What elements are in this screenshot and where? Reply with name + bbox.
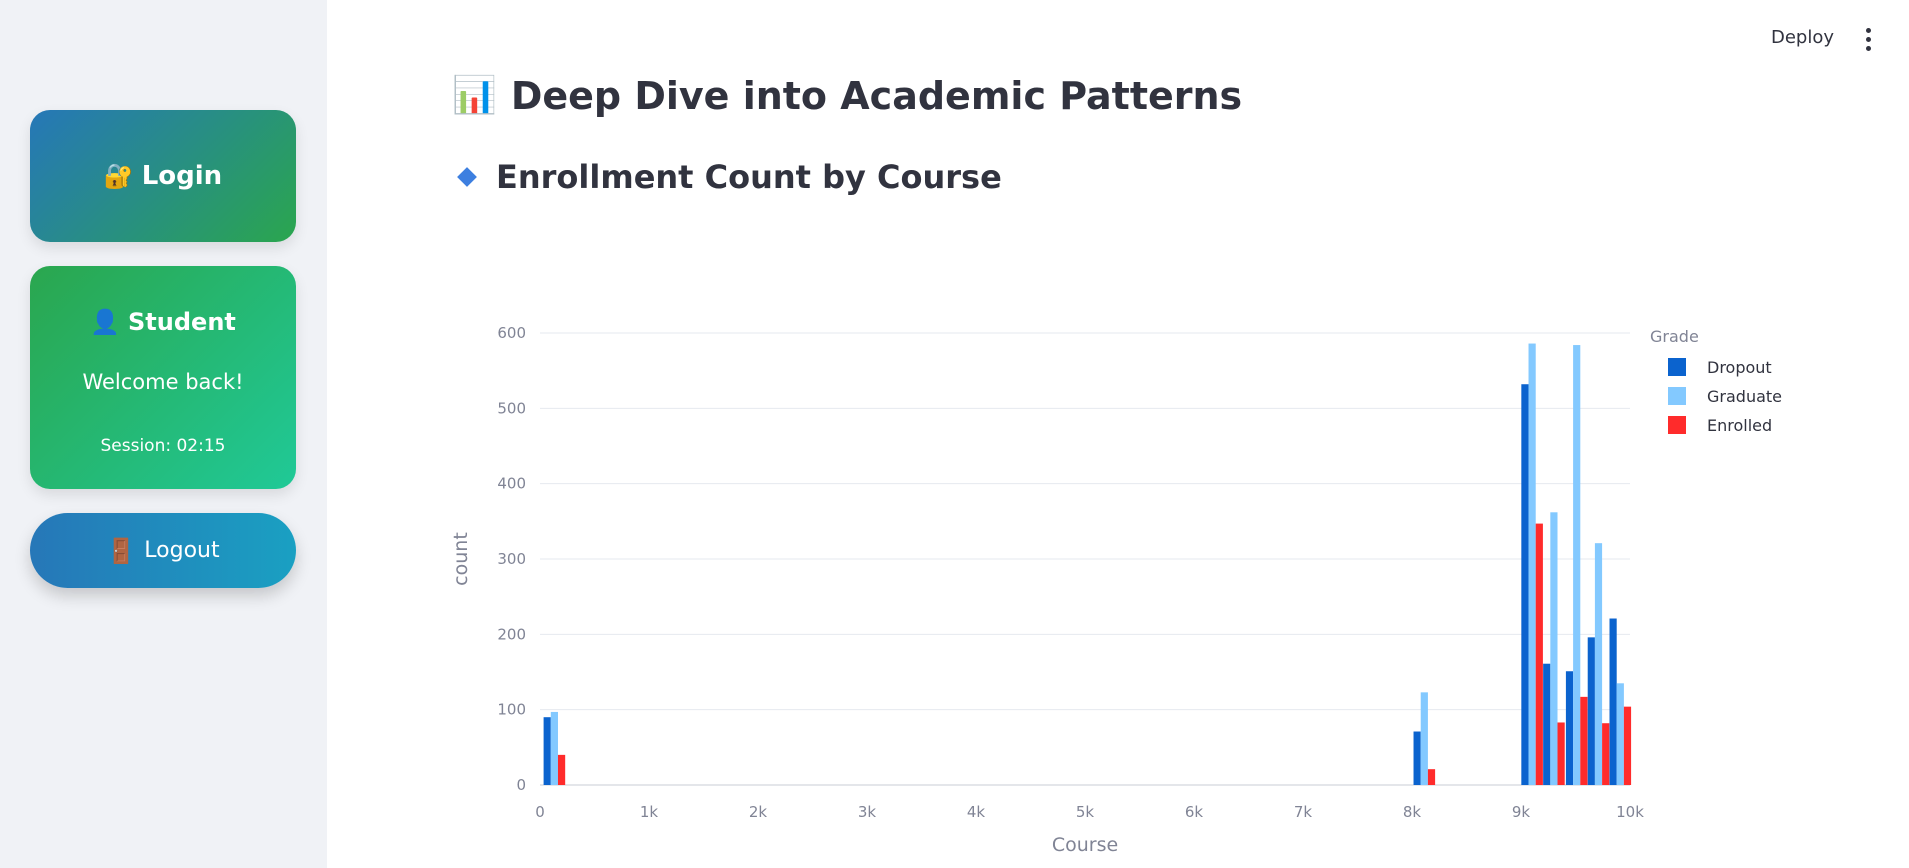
y-tick-label: 100 [497, 701, 526, 719]
bar-graduate [1594, 543, 1603, 785]
y-tick-label: 0 [516, 776, 526, 794]
x-tick-label: 9k [1512, 803, 1531, 821]
login-button[interactable]: 🔐 Login [30, 110, 296, 242]
x-axis-title: Course [1052, 834, 1118, 856]
y-tick-label: 200 [497, 625, 526, 643]
legend-swatch-dropout [1668, 358, 1686, 376]
bar-enrolled [1557, 722, 1565, 785]
page-title: 📊 Deep Dive into Academic Patterns [452, 74, 1242, 118]
bar-graduate [1550, 512, 1558, 785]
x-tick-label: 8k [1403, 803, 1422, 821]
bar-graduate [1573, 345, 1581, 785]
legend-title: Grade [1650, 327, 1699, 346]
bar-chart-icon: 📊 [452, 75, 497, 116]
x-tick-label: 5k [1076, 803, 1095, 821]
bar-enrolled [1602, 723, 1610, 785]
bar-graduate [1420, 692, 1428, 785]
legend-label-enrolled: Enrolled [1707, 416, 1772, 435]
bar-dropout [1521, 384, 1529, 785]
bar-enrolled [1535, 523, 1543, 785]
bar-dropout [1587, 637, 1595, 785]
logout-button[interactable]: 🚪 Logout [30, 513, 296, 588]
session-timer: Session: 02:15 [100, 436, 226, 456]
door-icon: 🚪 [106, 536, 137, 565]
sidebar: 🔐 Login 👤 Student Welcome back! Session:… [0, 0, 327, 868]
x-tick-label: 3k [858, 803, 877, 821]
section-title: Enrollment Count by Course [457, 158, 1002, 196]
y-tick-label: 600 [497, 324, 526, 342]
enrollment-chart[interactable]: 0 100 200 300 400 500 600 0 1k 2k 3k 4k 5k 6k 7k 8k 9k 10… [440, 300, 1880, 868]
y-axis-title: count [450, 532, 472, 586]
x-tick-label: 2k [749, 803, 768, 821]
vertical-ellipsis-icon[interactable] [1866, 28, 1872, 52]
x-tick-label: 0 [535, 803, 545, 821]
student-title: Student [128, 308, 236, 336]
bar-dropout [1413, 731, 1421, 785]
student-heading: 👤 Student [30, 308, 296, 336]
section-title-text: Enrollment Count by Course [496, 158, 1002, 196]
bar-dropout [1609, 618, 1617, 785]
bar-graduate [1616, 683, 1624, 785]
bar-graduate [1528, 343, 1536, 785]
bar-enrolled [557, 754, 566, 785]
x-tick-label: 1k [640, 803, 659, 821]
student-card: 👤 Student Welcome back! Session: 02:15 [30, 266, 296, 489]
x-tick-label: 4k [967, 803, 986, 821]
legend-swatch-enrolled [1668, 416, 1686, 434]
bar-enrolled [1623, 706, 1632, 785]
legend-swatch-graduate [1668, 387, 1686, 405]
page-title-text: Deep Dive into Academic Patterns [510, 74, 1243, 118]
x-tick-label: 10k [1616, 803, 1644, 821]
lock-icon: 🔐 [103, 162, 134, 190]
logout-label: Logout [144, 538, 220, 563]
legend-label-dropout: Dropout [1707, 358, 1772, 377]
y-tick-label: 300 [497, 550, 526, 568]
bar-enrolled [1580, 696, 1588, 785]
bar-dropout [543, 717, 551, 785]
login-label: Login [141, 161, 223, 191]
y-tick-label: 500 [497, 399, 526, 417]
bar-dropout [1565, 671, 1574, 785]
welcome-text: Welcome back! [82, 370, 244, 394]
deploy-button[interactable]: Deploy [1771, 27, 1835, 48]
bar-graduate [550, 711, 558, 785]
user-icon: 👤 [90, 308, 121, 336]
x-tick-label: 6k [1185, 803, 1204, 821]
x-tick-label: 7k [1294, 803, 1313, 821]
legend-label-graduate: Graduate [1707, 387, 1782, 406]
bar-dropout [1543, 663, 1551, 785]
diamond-icon [457, 167, 477, 187]
y-tick-label: 400 [497, 475, 526, 493]
bar-enrolled [1427, 769, 1436, 785]
